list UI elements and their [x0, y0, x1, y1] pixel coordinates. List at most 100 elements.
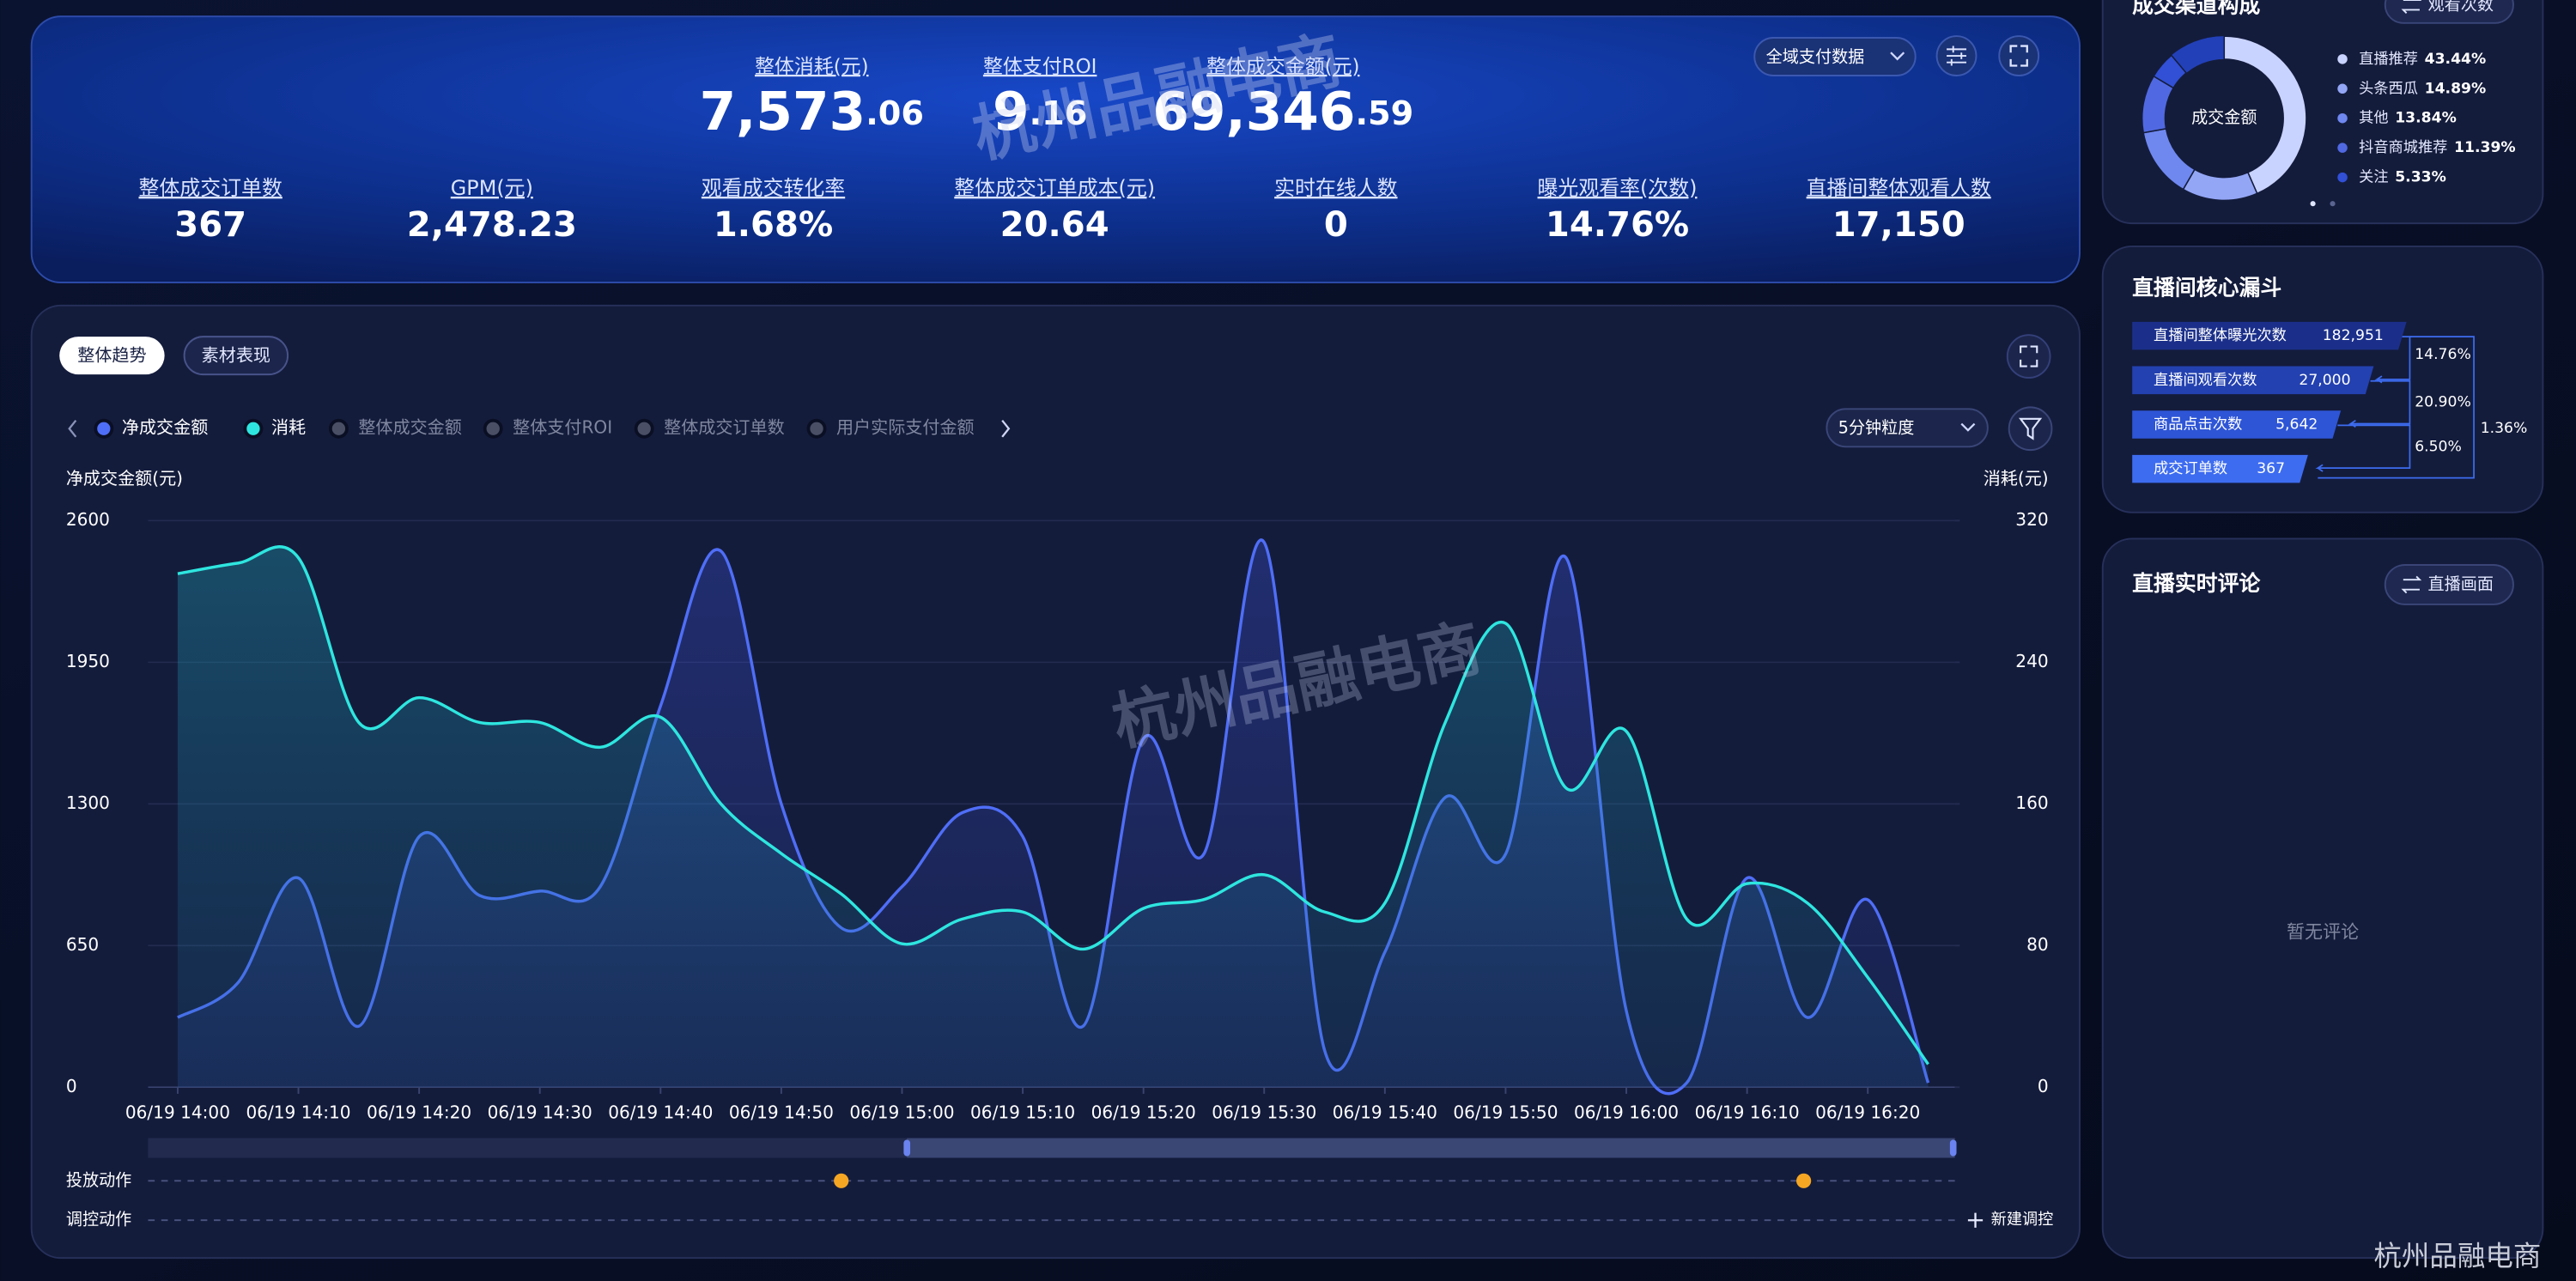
funnel-value: 367 [2257, 460, 2285, 477]
metric-value: 1.68% [714, 205, 833, 245]
x-tick-label: 06/19 15:10 [970, 1102, 1075, 1122]
plot-area [148, 519, 1960, 1096]
fullscreen-button[interactable] [1998, 35, 2040, 76]
channel-name: 头条西瓜 [2359, 80, 2418, 97]
legend-marker [2337, 112, 2348, 124]
channel-value: 13.84% [2395, 110, 2457, 127]
channel-name: 关注 [2359, 169, 2388, 186]
legend-next[interactable] [1001, 419, 1011, 438]
x-tick-label: 06/19 15:00 [849, 1102, 954, 1122]
value-decimal: .59 [1355, 94, 1413, 132]
metric-value: 9.16 [993, 81, 1087, 142]
value-decimal: .16 [1030, 94, 1088, 132]
axis-title: 消耗(元) [1984, 468, 2049, 489]
legend-marker [2337, 172, 2348, 183]
zoom-handle[interactable] [903, 1139, 911, 1157]
metric-value: 17,150 [1832, 205, 1965, 245]
funnel-bar [2132, 366, 2374, 395]
corner-brand: 杭州品融电商 [2373, 1240, 2541, 1272]
y2-tick-label: 80 [2026, 934, 2049, 955]
zoom-selection[interactable] [907, 1138, 1955, 1158]
channel-name: 其他 [2359, 110, 2388, 127]
timeline-label: 调控动作 [66, 1210, 131, 1229]
y-tick-label: 0 [66, 1076, 77, 1096]
action-dot[interactable] [1796, 1173, 1812, 1188]
legend-label: 净成交金额 [122, 417, 208, 438]
filter-icon [2019, 417, 2043, 440]
granularity-dropdown[interactable] [1826, 408, 1989, 448]
panel-title: 直播实时评论 [2132, 571, 2261, 596]
y-tick-label: 650 [66, 934, 99, 955]
donut-slice[interactable] [2153, 54, 2188, 89]
tab-label: 素材表现 [202, 345, 270, 366]
metric-label: 整体消耗(元) [755, 56, 869, 78]
metric-value: 367 [174, 205, 246, 245]
channel-legend: 头条西瓜 14.89% [2359, 80, 2486, 97]
filter-dropdown[interactable] [1753, 37, 1917, 76]
funnel-value: 182,951 [2323, 327, 2384, 344]
swap-icon [2401, 575, 2422, 594]
panel-title: 直播间核心漏斗 [2132, 276, 2281, 301]
channel-legend: 直播推荐 43.44% [2359, 51, 2486, 68]
funnel-bar [2132, 454, 2308, 483]
legend-marker[interactable] [483, 418, 503, 439]
plus-icon [1967, 1212, 1984, 1228]
fullscreen-icon [2020, 345, 2038, 367]
legend-marker[interactable] [328, 418, 349, 439]
channel-legend: 抖音商城推荐 11.39% [2359, 139, 2516, 156]
metric-value: 7,573.06 [700, 81, 924, 142]
x-tick-label: 06/19 14:50 [729, 1102, 834, 1122]
empty-state: 暂无评论 [2287, 920, 2359, 942]
y-tick-label: 1300 [66, 792, 110, 813]
x-tick-label: 06/19 15:40 [1333, 1102, 1437, 1122]
page-dot[interactable] [2330, 201, 2336, 207]
x-tick-label: 06/19 14:40 [608, 1102, 713, 1122]
metric-label: 整体成交订单数 [139, 176, 283, 200]
funnel-bracket [2318, 336, 2475, 479]
channel-panel [2101, 0, 2544, 225]
y2-tick-label: 240 [2015, 651, 2048, 671]
channel-value: 14.89% [2425, 80, 2487, 97]
metric-label: 整体支付ROI [983, 56, 1097, 78]
legend-marker[interactable] [243, 418, 264, 439]
funnel-bar [2132, 321, 2407, 350]
x-tick-label: 06/19 14:00 [125, 1102, 230, 1122]
series-line [177, 545, 1929, 1065]
legend-label: 整体成交金额 [358, 417, 461, 438]
comments-toggle[interactable] [2384, 564, 2514, 605]
donut-slice[interactable] [2223, 35, 2307, 195]
metric-label: 整体成交订单成本(元) [954, 176, 1155, 200]
fullscreen-icon [2009, 45, 2028, 67]
x-tick-label: 06/19 15:30 [1212, 1102, 1316, 1122]
legend-label: 消耗 [271, 417, 306, 438]
panel-fullscreen-button[interactable] [2006, 334, 2051, 379]
channel-toggle[interactable] [2384, 0, 2514, 24]
funnel-bracket [2315, 424, 2411, 472]
funnel-value: 5,642 [2275, 416, 2318, 433]
value-integer: 69,346 [1152, 81, 1355, 142]
page-dot[interactable] [2310, 201, 2316, 207]
action-dot[interactable] [834, 1173, 849, 1188]
y2-tick-label: 160 [2015, 792, 2048, 813]
filter-button[interactable] [2008, 406, 2053, 452]
metric-value: 69,346.59 [1152, 81, 1413, 142]
tab[interactable] [59, 337, 165, 375]
funnel-rate: 6.50% [2415, 438, 2462, 455]
tab[interactable] [183, 336, 289, 376]
x-tick-label: 06/19 14:30 [488, 1102, 592, 1122]
legend-marker[interactable] [806, 418, 827, 439]
funnel-label: 成交订单数 [2154, 460, 2227, 477]
x-tick-label: 06/19 16:20 [1815, 1102, 1920, 1122]
value-integer: 7,573 [700, 81, 866, 142]
channel-name: 抖音商城推荐 [2359, 139, 2447, 156]
axis-title: 净成交金额(元) [66, 468, 183, 489]
zoom-handle[interactable] [1949, 1139, 1957, 1157]
channel-value: 11.39% [2454, 139, 2516, 156]
legend-marker[interactable] [634, 418, 654, 439]
legend-marker [2337, 83, 2348, 94]
funnel-rate: 1.36% [2481, 420, 2528, 437]
legend-prev[interactable] [68, 419, 77, 438]
metric-value: 2,478.23 [407, 205, 577, 245]
legend-marker[interactable] [94, 418, 114, 439]
